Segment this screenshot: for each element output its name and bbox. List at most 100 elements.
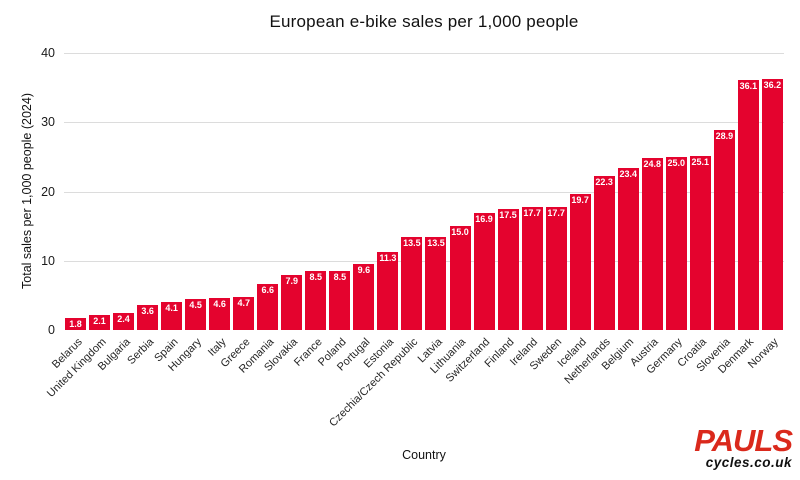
gridline <box>64 260 784 262</box>
x-axis-labels: Belarus United Kingdom Bulgaria Serbia Spain… <box>45 333 784 448</box>
bar: 9.6 <box>353 263 375 330</box>
bar-value-label: 24.8 <box>643 159 662 170</box>
bar-value-label: 11.3 <box>379 252 397 263</box>
bar: 36.2 <box>761 79 783 330</box>
bar-slot: 4.7 <box>233 297 255 330</box>
bar-slot: 17.7 <box>545 207 567 330</box>
bar: 24.8 <box>641 158 663 330</box>
bar: 36.1 <box>737 80 759 330</box>
bar: 1.8 <box>65 317 86 330</box>
bar: 4.1 <box>161 301 183 330</box>
y-tick-label: 30 <box>41 115 55 130</box>
bar: 16.9 <box>473 212 495 330</box>
bar: 4.6 <box>209 298 231 330</box>
bar-value-label: 17.7 <box>547 208 565 219</box>
bar-slot: 16.9 <box>473 212 495 330</box>
bar-slot: 4.5 <box>185 298 207 330</box>
bar-slot: 13.5 <box>425 236 447 330</box>
bar-value-label: 4.6 <box>213 299 226 310</box>
bar: 17.5 <box>497 208 519 330</box>
bar-value-label: 7.9 <box>285 276 299 287</box>
bar: 25.1 <box>689 156 711 330</box>
bar-slot: 1.8 <box>65 317 86 330</box>
bar-slot: 4.1 <box>161 301 183 330</box>
x-tick-label: Serbia <box>125 336 157 367</box>
bar: 17.7 <box>521 207 543 330</box>
bar-value-label: 2.4 <box>117 314 130 325</box>
bar-value-label: 36.2 <box>763 80 782 91</box>
bar: 2.1 <box>89 315 111 330</box>
bar-value-label: 13.5 <box>427 237 445 248</box>
logo-domain-text: cycles.co.uk <box>705 455 792 470</box>
bar-value-label: 36.1 <box>739 81 758 92</box>
bar-value-label: 2.1 <box>93 316 106 327</box>
gridline <box>64 122 784 124</box>
bar-value-label: 4.5 <box>189 299 202 310</box>
bar: 6.6 <box>257 284 279 330</box>
bar-slot: 23.4 <box>617 167 639 330</box>
bar-slot: 17.5 <box>497 208 519 330</box>
bar: 2.4 <box>113 313 135 330</box>
bar-value-label: 17.7 <box>523 208 541 219</box>
bar-slot: 6.6 <box>257 284 279 330</box>
bar: 4.5 <box>185 298 207 330</box>
x-axis-title: Country <box>402 448 446 462</box>
bar-value-label: 19.7 <box>571 194 589 205</box>
bar-value-label: 28.9 <box>715 130 734 141</box>
gridline <box>64 53 784 54</box>
bar-value-label: 25.1 <box>691 157 710 168</box>
bar-slot: 13.5 <box>401 236 423 330</box>
gridline <box>64 191 784 193</box>
bar-slot: 11.3 <box>377 251 399 330</box>
bar: 17.7 <box>545 207 567 330</box>
bar: 3.6 <box>137 305 159 330</box>
bar-value-label: 1.8 <box>69 318 82 329</box>
bar: 28.9 <box>713 129 735 330</box>
y-tick-label: 10 <box>41 253 55 268</box>
bar-value-label: 8.5 <box>309 272 323 283</box>
bar-slot: 28.9 <box>713 129 735 330</box>
bar-value-label: 4.7 <box>237 298 250 309</box>
plot-area: 1.8 2.1 2.4 3.6 4.1 4.5 4.6 4.7 6.6 7.9 8.5 8.5 9.6 1… <box>41 46 784 337</box>
bar-value-label: 22.3 <box>595 176 613 187</box>
bar-slot: 19.7 <box>569 193 591 330</box>
bar-slot: 8.5 <box>329 271 351 330</box>
bar: 8.5 <box>305 271 327 330</box>
bar: 23.4 <box>617 167 639 330</box>
bar-value-label: 16.9 <box>475 213 493 224</box>
pauls-cycles-logo: PAULS cycles.co.uk <box>694 424 793 470</box>
bar-slot: 15.0 <box>449 226 471 330</box>
bar-slot: 8.5 <box>305 271 327 330</box>
bar: 15.0 <box>449 226 471 330</box>
bar: 13.5 <box>425 236 447 330</box>
bar: 25.0 <box>665 156 687 330</box>
bar-slot: 22.3 <box>593 175 615 330</box>
bar-value-label: 17.5 <box>499 209 517 220</box>
bar-slot: 4.6 <box>209 298 231 330</box>
bar-slot: 9.6 <box>353 263 375 330</box>
bar-slot: 36.1 <box>737 80 759 330</box>
bar-slot: 25.0 <box>665 156 687 330</box>
bar: 8.5 <box>329 271 351 330</box>
y-tick-label: 0 <box>48 323 55 337</box>
chart-title: European e-bike sales per 1,000 people <box>269 12 579 31</box>
bar-slot: 2.1 <box>89 315 111 330</box>
bar-value-label: 23.4 <box>619 168 637 179</box>
bar-value-label: 6.6 <box>261 285 274 296</box>
bar-value-label: 4.1 <box>165 302 178 313</box>
bar: 19.7 <box>569 193 591 330</box>
bar-value-label: 8.5 <box>333 272 347 283</box>
bar-value-label: 15.0 <box>451 227 469 238</box>
bar: 7.9 <box>281 275 303 330</box>
bar-slot: 2.4 <box>113 313 135 330</box>
bar-slot: 7.9 <box>281 275 303 330</box>
bar-slot: 24.8 <box>641 158 663 330</box>
bar-value-label: 25.0 <box>667 157 686 168</box>
bar: 11.3 <box>377 251 399 330</box>
bar: 22.3 <box>593 175 615 330</box>
bar: 4.7 <box>233 297 255 330</box>
bar-value-label: 3.6 <box>141 306 154 317</box>
y-tick-label: 20 <box>41 184 55 199</box>
bar: 13.5 <box>401 236 423 330</box>
